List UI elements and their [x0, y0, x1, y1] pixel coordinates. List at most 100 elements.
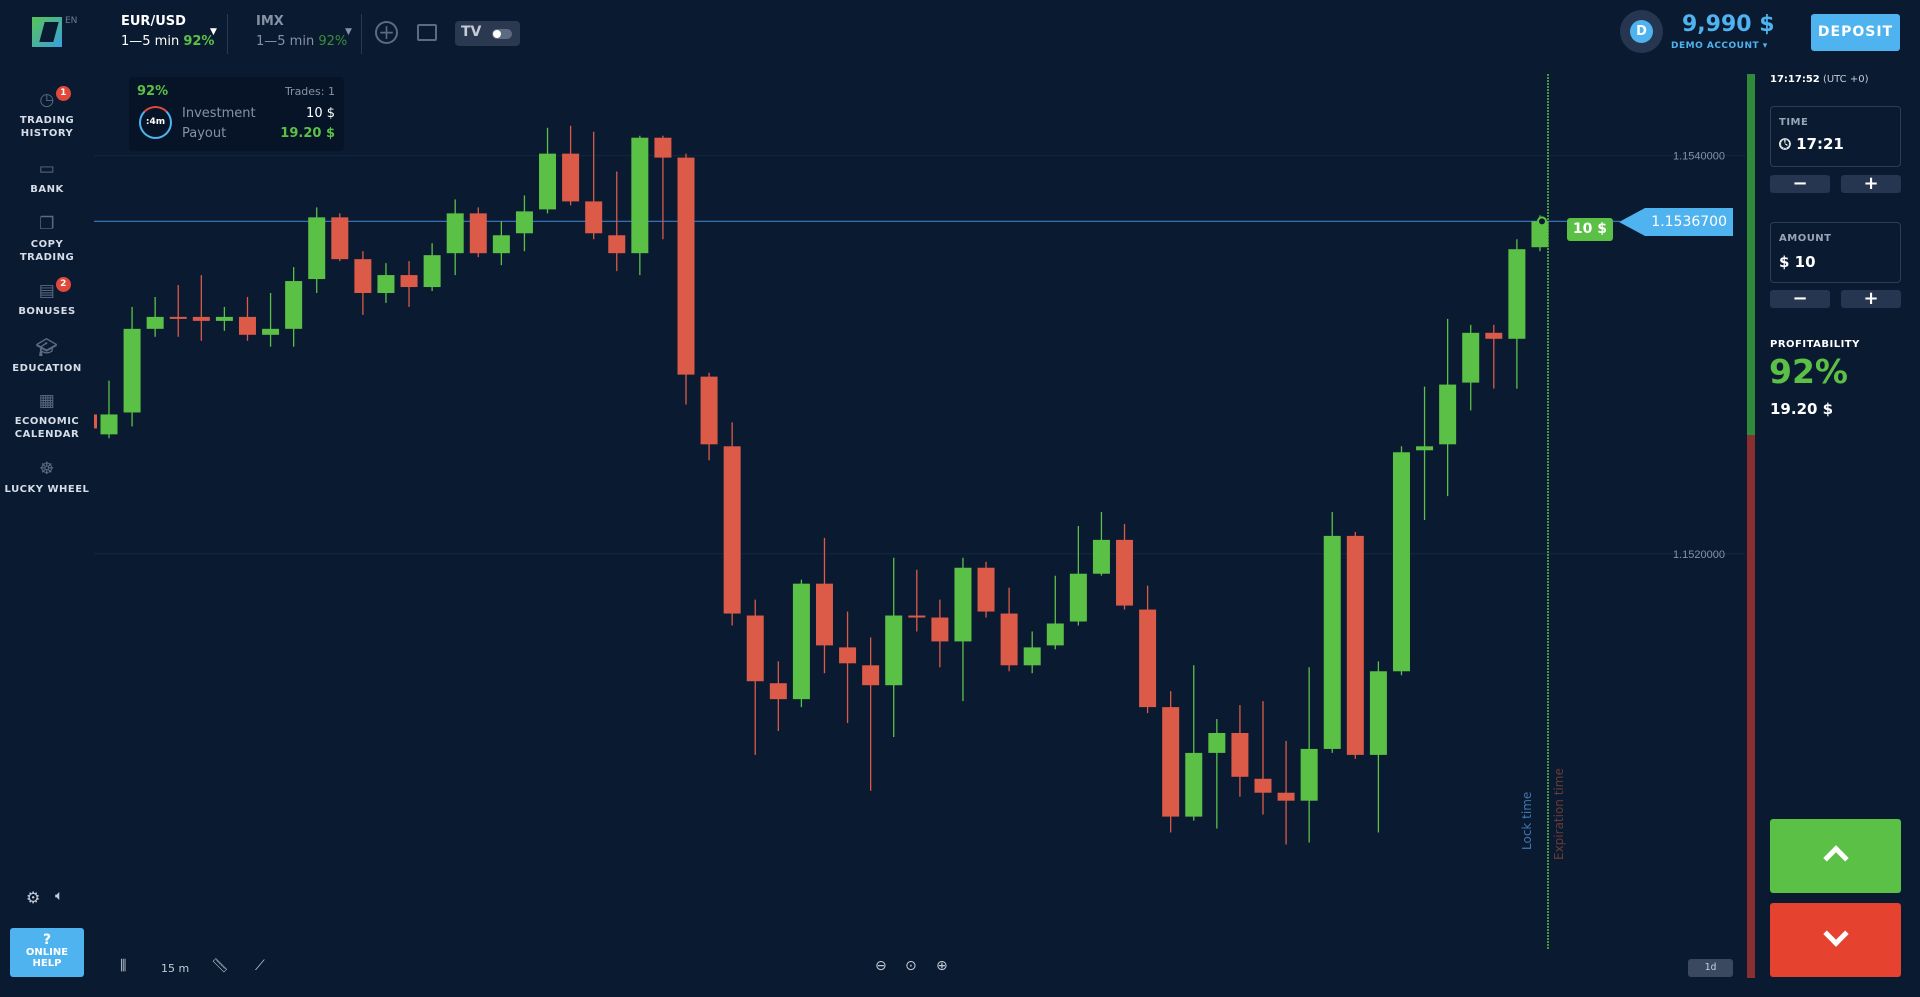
sidebar-item-trading[interactable]: ◷ 1 TRADING HISTORY: [0, 86, 94, 140]
open-trade-card[interactable]: 92% Trades: 1 :4m Investment 10 $ Payout…: [129, 77, 344, 151]
candle-body: [238, 316, 256, 335]
amount-field[interactable]: AMOUNT $ 10: [1770, 222, 1901, 283]
chevron-down-icon[interactable]: ▼: [345, 27, 352, 37]
candle-body: [1277, 792, 1295, 801]
candle-body: [469, 213, 487, 254]
trade-entry-marker: [1537, 216, 1547, 227]
profitability-percent: 92%: [1769, 352, 1848, 391]
logo[interactable]: [32, 17, 62, 47]
sidebar-item-bonuses[interactable]: ▤ 2 BONUSES: [0, 277, 94, 318]
trade-amount-tag[interactable]: 10 $: [1567, 218, 1613, 241]
sentiment-bar-up: [1747, 74, 1755, 435]
online-help-button[interactable]: ? ONLINE HELP: [10, 928, 84, 977]
ruler-icon[interactable]: 📏︎: [211, 958, 229, 974]
candle-body: [1346, 535, 1364, 755]
candle-body: [100, 414, 118, 435]
drawing-tools-icon[interactable]: ⟋: [255, 958, 265, 974]
deposit-button[interactable]: DEPOSIT: [1811, 14, 1900, 51]
language-selector[interactable]: EN: [65, 16, 78, 26]
payout-label: Payout: [182, 126, 227, 141]
asset-tab-imx[interactable]: IMX 1—5 min 92%: [256, 14, 347, 49]
layout-icon[interactable]: [417, 24, 437, 41]
candle-body: [169, 316, 187, 319]
arrow-up-icon: [1822, 845, 1849, 871]
candle-body: [839, 647, 857, 664]
reset-zoom-icon[interactable]: ⊙: [905, 958, 917, 974]
put-down-button[interactable]: [1770, 903, 1901, 977]
candle-body: [885, 615, 903, 686]
period-selector[interactable]: 1d: [1688, 959, 1733, 977]
time-increase-button[interactable]: +: [1841, 175, 1901, 193]
candle-body: [1185, 752, 1203, 817]
sidebar-label: BONUSES: [18, 306, 76, 317]
candle-body: [977, 567, 995, 612]
candle-body: [1300, 748, 1318, 801]
candle-body: [1139, 609, 1157, 708]
notification-badge: 2: [56, 277, 71, 292]
tradingview-toggle[interactable]: TV: [455, 21, 520, 46]
sidebar-item-lucky-wheel[interactable]: ☸ LUCKY WHEEL: [0, 459, 94, 496]
candle-body: [492, 235, 510, 254]
history-icon: ◷: [39, 90, 55, 110]
candle-body: [1416, 446, 1434, 451]
sidebar-item-economic[interactable]: ▦ ECONOMIC CALENDAR: [0, 391, 94, 441]
candle-body: [123, 328, 141, 413]
candle-body: [1023, 647, 1041, 666]
asset-name: EUR/USD: [121, 14, 186, 29]
candle-body: [262, 328, 280, 335]
candle-body: [1508, 249, 1526, 339]
amount-decrease-button[interactable]: −: [1770, 290, 1830, 308]
time-decrease-button[interactable]: −: [1770, 175, 1830, 193]
question-icon: ?: [42, 932, 52, 948]
candle-body: [515, 211, 533, 234]
sidebar-item-copy[interactable]: ❐ COPY TRADING: [0, 214, 94, 264]
sound-icon[interactable]: 🔈︎: [55, 888, 64, 904]
candle-body: [1046, 623, 1064, 646]
trade-count: Trades: 1: [284, 85, 335, 98]
ferris-wheel-icon: ☸: [39, 459, 55, 479]
candle-body: [931, 617, 949, 642]
account-selector[interactable]: DEMO ACCOUNT ▾: [1671, 41, 1768, 51]
sidebar-item-education[interactable]: 🎓︎ EDUCATION: [0, 338, 94, 375]
time-value: 17:21: [1796, 135, 1844, 153]
candle-body: [1254, 778, 1272, 793]
sidebar-item-bank[interactable]: ▭ BANK: [0, 159, 94, 196]
trade-timer: :4m: [139, 106, 172, 139]
y-tick-label: 1.1520000: [1673, 549, 1725, 561]
amount-value: $ 10: [1779, 253, 1816, 271]
current-price-label: 1.1536700: [1645, 208, 1733, 236]
price-pointer: [1619, 208, 1645, 236]
sentiment-bar-down: [1747, 435, 1755, 978]
sidebar-label: TRADING: [19, 252, 75, 263]
add-asset-icon[interactable]: +: [375, 21, 398, 44]
candle-body: [1369, 671, 1387, 755]
copy-trading-icon: ❐: [39, 214, 55, 234]
candle-body: [377, 275, 395, 293]
settings-gear-icon[interactable]: ⚙: [26, 888, 41, 907]
chevron-down-icon[interactable]: ▼: [210, 27, 217, 37]
help-label: HELP: [32, 958, 62, 969]
bonus-icon: ▤: [38, 281, 56, 301]
call-up-button[interactable]: [1770, 819, 1901, 893]
candle-body: [215, 316, 233, 321]
timeframe-selector[interactable]: 15 m: [161, 962, 190, 975]
candle-body: [308, 217, 326, 280]
candle-body: [1069, 573, 1087, 622]
zoom-in-icon[interactable]: ⊕: [936, 958, 948, 974]
chart-type-icon[interactable]: ⫼: [120, 958, 127, 974]
amount-increase-button[interactable]: +: [1841, 290, 1901, 308]
candle-body: [815, 583, 833, 646]
sidebar-label: EDUCATION: [12, 363, 82, 374]
expiration-time-label: Expiration time: [1552, 768, 1566, 860]
avatar[interactable]: D: [1620, 10, 1663, 53]
zoom-out-icon[interactable]: ⊖: [875, 958, 887, 974]
sidebar-label: CALENDAR: [14, 429, 80, 440]
amount-label: AMOUNT: [1779, 233, 1832, 244]
candle-body: [954, 567, 972, 642]
time-field[interactable]: TIME 🕓︎ 17:21: [1770, 106, 1901, 167]
candle-body: [446, 213, 464, 254]
asset-range: 1—5 min: [256, 34, 315, 49]
candle-body: [1323, 535, 1341, 749]
asset-tab-eurusd[interactable]: EUR/USD 1—5 min 92%: [121, 14, 214, 49]
